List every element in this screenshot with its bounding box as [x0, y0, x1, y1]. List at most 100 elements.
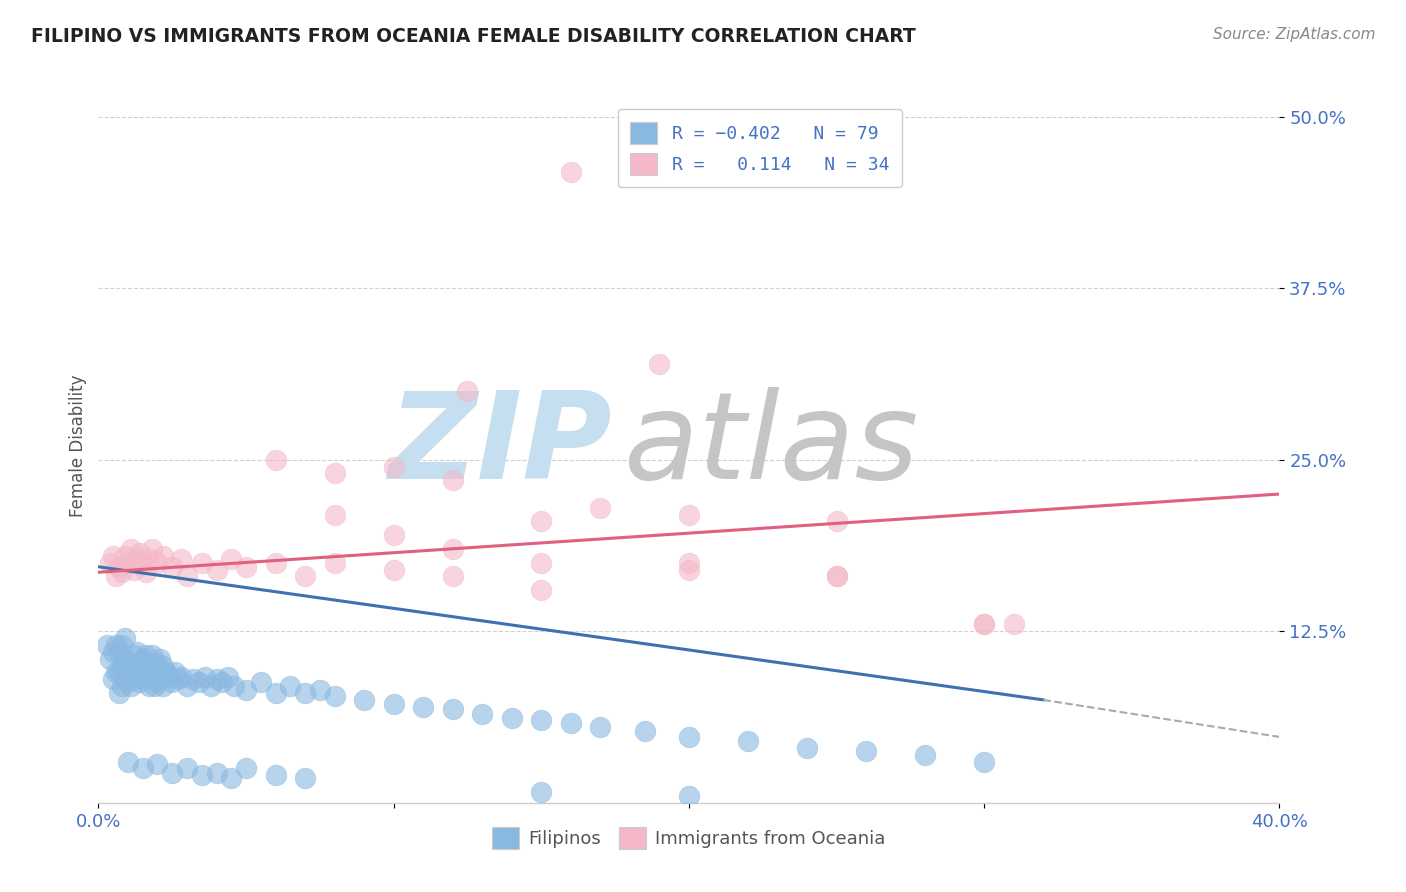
Point — [309, 683, 332, 698]
Point — [170, 669, 193, 683]
Point — [152, 658, 174, 673]
Point — [264, 452, 287, 467]
Point — [457, 384, 479, 398]
Point — [111, 638, 134, 652]
Point — [117, 755, 139, 769]
Point — [141, 669, 163, 683]
Point — [382, 528, 405, 542]
Point — [323, 556, 346, 570]
Point — [103, 549, 125, 563]
Point — [678, 556, 700, 570]
Point — [501, 711, 523, 725]
Point — [589, 500, 612, 515]
Point — [146, 656, 169, 670]
Point — [125, 551, 148, 566]
Point — [141, 541, 163, 556]
Point — [235, 559, 257, 574]
Point — [122, 648, 145, 662]
Point — [138, 658, 160, 673]
Point — [149, 651, 172, 665]
Point — [200, 679, 222, 693]
Point — [108, 665, 131, 680]
Point — [143, 679, 166, 693]
Point — [103, 673, 125, 687]
Point — [111, 658, 134, 673]
Point — [138, 551, 160, 566]
Point — [132, 651, 155, 665]
Point — [167, 673, 190, 687]
Point — [796, 740, 818, 755]
Point — [105, 665, 128, 680]
Point — [135, 669, 157, 683]
Point — [98, 651, 121, 665]
Point — [135, 566, 157, 580]
Point — [125, 665, 148, 680]
Point — [353, 693, 375, 707]
Point — [211, 675, 233, 690]
Point — [323, 467, 346, 481]
Point — [143, 658, 166, 673]
Point — [205, 673, 228, 687]
Point — [103, 645, 125, 659]
Point — [221, 551, 243, 566]
Point — [105, 638, 128, 652]
Point — [114, 651, 136, 665]
Point — [678, 789, 700, 803]
Point — [135, 648, 157, 662]
Point — [181, 673, 204, 687]
Point — [96, 638, 118, 652]
Point — [323, 689, 346, 703]
Point — [149, 673, 172, 687]
Point — [294, 686, 316, 700]
Point — [98, 556, 121, 570]
Point — [141, 648, 163, 662]
Point — [128, 675, 150, 690]
Point — [264, 768, 287, 782]
Point — [471, 706, 494, 721]
Text: FILIPINO VS IMMIGRANTS FROM OCEANIA FEMALE DISABILITY CORRELATION CHART: FILIPINO VS IMMIGRANTS FROM OCEANIA FEMA… — [31, 27, 915, 45]
Point — [176, 762, 198, 776]
Point — [128, 656, 150, 670]
Point — [412, 699, 434, 714]
Point — [530, 583, 553, 598]
Point — [152, 549, 174, 563]
Point — [914, 747, 936, 762]
Point — [280, 679, 302, 693]
Point — [441, 541, 464, 556]
Point — [441, 473, 464, 487]
Point — [973, 755, 995, 769]
Point — [235, 762, 257, 776]
Point — [125, 645, 148, 659]
Point — [122, 562, 145, 576]
Point — [191, 768, 214, 782]
Point — [176, 679, 198, 693]
Point — [108, 645, 131, 659]
Point — [250, 675, 273, 690]
Point — [441, 702, 464, 716]
Point — [678, 508, 700, 522]
Point — [224, 679, 246, 693]
Point — [678, 730, 700, 744]
Point — [108, 559, 131, 574]
Point — [323, 508, 346, 522]
Point — [205, 562, 228, 576]
Point — [122, 669, 145, 683]
Point — [120, 679, 142, 693]
Point — [132, 673, 155, 687]
Point — [648, 357, 671, 371]
Point — [162, 559, 183, 574]
Point — [120, 541, 142, 556]
Point — [120, 658, 142, 673]
Point — [205, 765, 228, 780]
Point — [560, 164, 582, 178]
Point — [114, 673, 136, 687]
Point — [235, 683, 257, 698]
Point — [117, 556, 139, 570]
Point — [128, 546, 150, 560]
Point — [157, 669, 180, 683]
Point — [162, 765, 183, 780]
Point — [165, 665, 187, 680]
Point — [138, 679, 160, 693]
Point — [530, 785, 553, 799]
Point — [117, 675, 139, 690]
